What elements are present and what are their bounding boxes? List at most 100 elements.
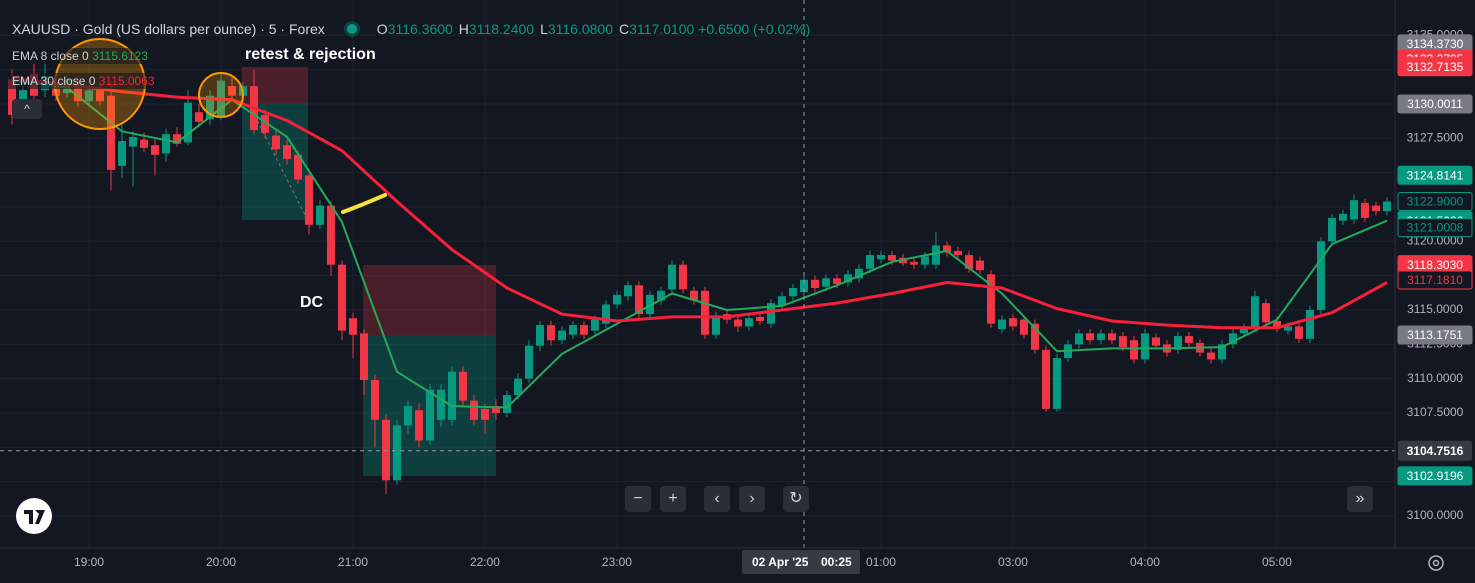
candle-body <box>359 333 368 381</box>
candle-body <box>469 400 478 420</box>
candle-body <box>964 255 973 269</box>
x-tick-label: 20:00 <box>206 555 236 569</box>
y-tick-label: 3110.0000 <box>1407 371 1463 385</box>
candle-body <box>546 325 555 341</box>
candle-body <box>755 316 764 321</box>
candle-body <box>271 135 280 150</box>
candle-body <box>293 154 302 180</box>
reset-button[interactable]: ↻ <box>783 486 809 512</box>
x-tick-label: 03:00 <box>998 555 1028 569</box>
candle-body <box>788 288 797 297</box>
price-label-text: 3122.9000 <box>1407 195 1464 209</box>
candle-body <box>1140 333 1149 360</box>
candle-body <box>117 141 126 166</box>
candle-body <box>172 134 181 144</box>
x-tick-label: 19:00 <box>74 555 104 569</box>
candle-body <box>1096 333 1105 341</box>
collapse-legend-button[interactable]: ^ <box>12 99 42 119</box>
x-tick-label: 21:00 <box>338 555 368 569</box>
candle-body <box>612 294 621 305</box>
candle-body <box>1371 205 1380 212</box>
price-label-text: 3130.0011 <box>1407 97 1463 111</box>
candle-body <box>1305 309 1314 339</box>
candle-body <box>1327 217 1336 242</box>
legend-name: EMA 30 close 0 <box>12 74 96 88</box>
scroll-right-button[interactable]: › <box>739 486 765 512</box>
settings-icon <box>1432 559 1440 567</box>
candle-body <box>480 408 489 420</box>
ohlc-value: 3116.0800 <box>547 21 613 37</box>
x-tick-label: 05:00 <box>1262 555 1292 569</box>
candle-body <box>568 325 577 335</box>
ohlc-key: C <box>619 21 630 37</box>
price-label-text: 3132.7135 <box>1407 60 1464 74</box>
zoom-in-button[interactable]: + <box>660 486 686 512</box>
price-label <box>1397 191 1473 211</box>
candle-body <box>1206 352 1215 360</box>
candle-body <box>557 330 566 341</box>
candle-body <box>1184 336 1193 343</box>
price-label-text: 3113.1751 <box>1407 328 1463 342</box>
logo <box>16 498 52 534</box>
candle-body <box>150 145 159 155</box>
candle-body <box>843 274 852 283</box>
candle-body <box>1360 202 1369 218</box>
candle-body <box>1173 336 1182 350</box>
candle-body <box>678 264 687 290</box>
grid <box>0 0 1395 548</box>
crosshair-time: 00:25 <box>821 555 852 569</box>
x-tick-label: 22:00 <box>470 555 500 569</box>
ohlc-key: H <box>458 21 469 37</box>
candle-body <box>524 345 533 379</box>
candle-body <box>975 260 984 271</box>
candle-body <box>348 318 357 335</box>
candle-body <box>733 319 742 327</box>
scroll-left-button[interactable]: ‹ <box>704 486 730 512</box>
candle-body <box>1382 201 1391 212</box>
legend-item[interactable]: EMA 30 close 0 3115.0063 <box>8 73 159 89</box>
scroll-to-end-button[interactable]: » <box>1347 486 1373 512</box>
plot <box>0 0 1395 548</box>
candle-body <box>436 389 445 420</box>
price-label-text: 3102.9196 <box>1407 469 1464 483</box>
legend-name: EMA 8 close 0 <box>12 49 89 63</box>
x-tick-label: 01:00 <box>866 555 896 569</box>
candle-body <box>1250 296 1259 328</box>
candle-body <box>1008 318 1017 327</box>
candle-body <box>205 95 214 120</box>
change: +0.6500 (+0.02%) <box>698 21 811 37</box>
candle-body <box>18 90 27 104</box>
y-tick-label: 3127.5000 <box>1407 130 1464 144</box>
candle-body <box>1272 320 1281 328</box>
price-label <box>1397 270 1473 290</box>
candle-body <box>810 279 819 289</box>
candle-body <box>1151 337 1160 346</box>
candle-body <box>73 83 82 102</box>
candle-body <box>799 279 808 293</box>
settings[interactable] <box>1428 555 1444 571</box>
crosshair-price-box <box>1398 440 1472 461</box>
settings-icon[interactable] <box>1428 555 1444 571</box>
candle-body <box>865 255 874 269</box>
zoom-out-button[interactable]: − <box>625 486 651 512</box>
candle-body <box>1294 326 1303 339</box>
symbol-title: XAUUSD · Gold (US dollars per ounce) · 5… <box>12 21 325 37</box>
candle-body <box>414 410 423 441</box>
highlight-circle <box>198 72 244 118</box>
ohlc-value: 3118.2400 <box>468 21 535 37</box>
candle-body <box>227 86 236 96</box>
candle-body <box>667 264 676 290</box>
price-label-text: 3134.3730 <box>1407 37 1464 51</box>
candle-body <box>700 290 709 335</box>
marker-stroke <box>341 193 387 214</box>
candle-body <box>887 255 896 261</box>
stop-zone <box>363 265 496 335</box>
status-dot <box>346 24 357 34</box>
x-tick-label: 23:00 <box>602 555 632 569</box>
candle-body <box>1129 340 1138 360</box>
candle-body <box>656 290 665 301</box>
candle-body <box>1228 333 1237 345</box>
candle-body <box>425 389 434 441</box>
legend-item[interactable]: EMA 8 close 0 3115.6123 <box>8 48 152 64</box>
